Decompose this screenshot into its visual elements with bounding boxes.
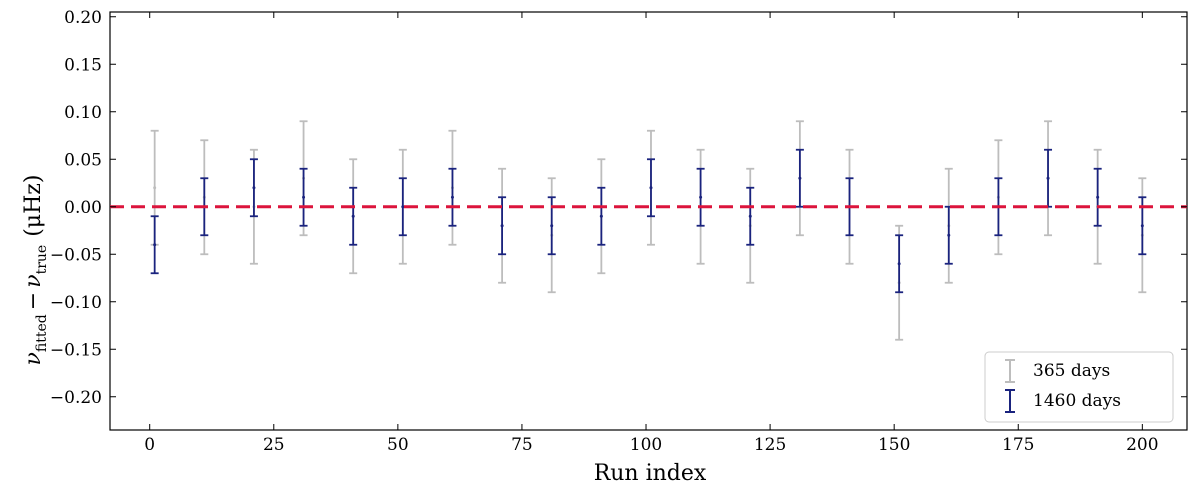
error-bar [299, 167, 308, 227]
x-tick-label: 175 [1002, 435, 1034, 455]
data-point [897, 262, 901, 266]
x-tick-label: 100 [630, 435, 662, 455]
y-tick-label: −0.10 [50, 293, 102, 313]
error-bar [150, 215, 159, 275]
x-axis-label: Run index [594, 461, 707, 486]
error-bar [944, 205, 953, 265]
error-bar [498, 196, 507, 256]
data-point [500, 224, 504, 228]
data-point [599, 214, 603, 218]
y-tick-label: −0.20 [50, 388, 102, 408]
data-point [351, 214, 355, 218]
y-label-unit: (μHz) [21, 175, 46, 237]
error-bar [696, 167, 705, 227]
y-label-symbol: ν [21, 352, 46, 365]
legend-box [984, 351, 1174, 423]
axis-frame [109, 11, 1188, 431]
data-point [401, 205, 405, 209]
x-tick-label: 50 [387, 435, 409, 455]
error-bar [646, 158, 655, 218]
data-point [748, 214, 752, 218]
error-bar [249, 158, 258, 218]
legend-label-1460: 1460 days [1033, 391, 1121, 411]
error-bar [746, 186, 755, 246]
x-tick-label: 0 [144, 435, 155, 455]
y-label-minus: − [21, 292, 46, 310]
data-point [798, 176, 802, 180]
data-point [550, 224, 554, 228]
x-tick-label: 150 [878, 435, 910, 455]
x-tick-label: 25 [263, 435, 285, 455]
legend-label-365: 365 days [1033, 361, 1110, 381]
y-label-sub-fitted: fitted [34, 314, 50, 352]
data-point [302, 195, 306, 199]
data-point [1140, 224, 1144, 228]
data-point [947, 233, 951, 237]
y-tick-label: 0.15 [64, 55, 102, 75]
data-point [1096, 195, 1100, 199]
y-tick-label: −0.15 [50, 340, 102, 360]
data-point [450, 195, 454, 199]
y-tick-label: 0.20 [64, 8, 102, 28]
error-bar [398, 177, 407, 237]
legend-marker-1460 [1005, 389, 1015, 413]
data-point [252, 186, 256, 190]
legend: 365 days 1460 days [984, 351, 1174, 423]
series-1460-days [150, 148, 1147, 294]
error-bar [349, 186, 358, 246]
series-365-days [150, 120, 1147, 341]
y-tick-label: −0.05 [50, 245, 102, 265]
data-point [1046, 176, 1050, 180]
error-bar [1093, 167, 1102, 227]
data-point [153, 186, 157, 190]
error-bar [448, 167, 457, 227]
error-bar [597, 186, 606, 246]
error-bar [895, 234, 904, 294]
plot-frame [109, 11, 1188, 431]
data-point [699, 195, 703, 199]
x-tick-label: 125 [754, 435, 786, 455]
y-label-symbol-2: ν [21, 274, 46, 287]
data-point [153, 243, 157, 247]
y-tick-label: 0.00 [64, 198, 102, 218]
error-bar [795, 148, 804, 208]
error-bar [1044, 148, 1053, 208]
y-tick-label: 0.05 [64, 150, 102, 170]
y-axis-label: νfitted−νtrue(μHz) [21, 175, 50, 366]
axis-ticks: 0 25 50 75 100 125 150 175 200 −0.20 −0.15 −0.10 −0.… [50, 8, 1187, 455]
x-tick-label: 200 [1126, 435, 1158, 455]
data-point [649, 186, 653, 190]
legend-marker-365 [1005, 359, 1015, 383]
y-tick-label: 0.10 [64, 103, 102, 123]
y-label-sub-true: true [34, 245, 50, 275]
x-tick-label: 75 [511, 435, 533, 455]
